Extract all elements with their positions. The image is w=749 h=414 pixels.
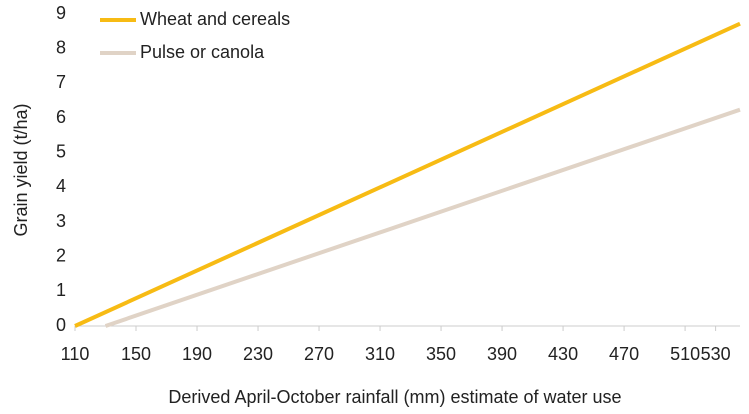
x-tick-label: 150 [121, 344, 151, 364]
y-tick-label: 4 [56, 176, 66, 196]
x-tick-label: 530 [701, 344, 731, 364]
y-tick-label: 9 [56, 3, 66, 23]
x-tick-label: 390 [487, 344, 517, 364]
y-tick-label: 5 [56, 141, 66, 161]
y-tick-label: 2 [56, 245, 66, 265]
legend-label: Pulse or canola [140, 42, 265, 62]
x-tick-label: 230 [243, 344, 273, 364]
x-tick-label: 310 [365, 344, 395, 364]
y-axis-label: Grain yield (t/ha) [11, 103, 31, 236]
x-tick-label: 110 [61, 344, 90, 364]
y-tick-label: 0 [56, 315, 66, 335]
x-tick-label: 510 [670, 344, 700, 364]
x-tick-label: 430 [548, 344, 578, 364]
x-axis-label: Derived April-October rainfall (mm) esti… [168, 387, 621, 407]
y-tick-label: 6 [56, 107, 66, 127]
y-tick-label: 8 [56, 37, 66, 57]
x-tick-label: 270 [304, 344, 334, 364]
y-tick-label: 1 [56, 280, 66, 300]
y-tick-label: 3 [56, 211, 66, 231]
x-tick-label: 190 [182, 344, 212, 364]
series-line [104, 107, 741, 328]
x-tick-label: 350 [426, 344, 456, 364]
legend-label: Wheat and cereals [140, 9, 290, 29]
y-tick-label: 7 [56, 72, 66, 92]
series-line [74, 21, 741, 328]
x-tick-label: 470 [609, 344, 639, 364]
